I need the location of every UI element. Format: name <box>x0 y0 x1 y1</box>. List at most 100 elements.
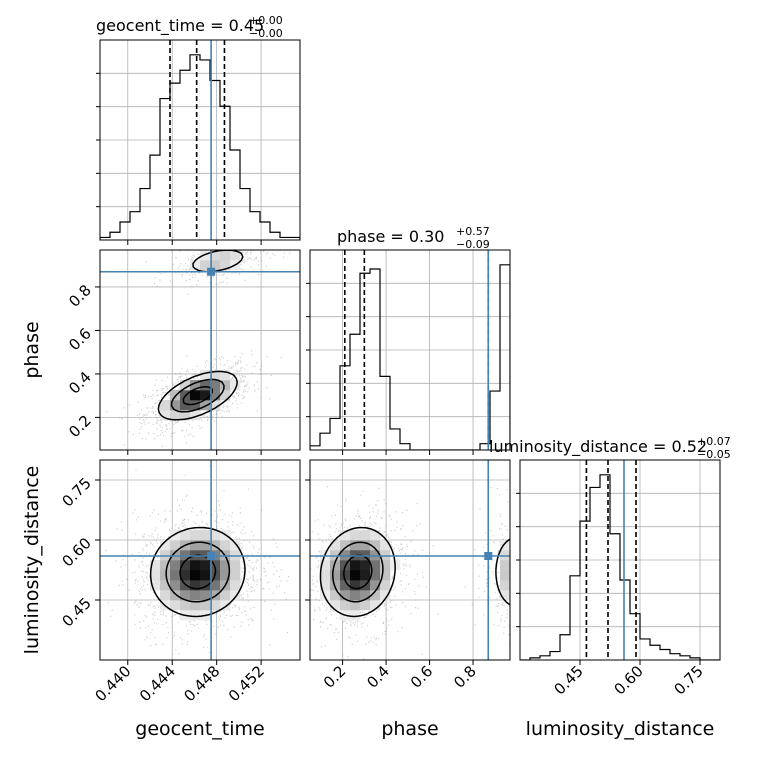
ytick-label-phase: 0.8 <box>65 281 95 311</box>
scatter-panel-phase-vs-luminosity-distance <box>310 460 510 660</box>
density-cell <box>370 570 381 581</box>
density-cell <box>200 590 211 601</box>
density-cell <box>350 580 361 591</box>
density-cell <box>210 370 221 381</box>
frame-scatter <box>99 459 301 661</box>
xtick-label-phase: 0.6 <box>407 662 437 692</box>
density-cell <box>500 590 510 601</box>
density-cell <box>330 540 341 551</box>
density-cell <box>380 540 391 551</box>
density-cell <box>220 560 231 571</box>
density-cell <box>190 610 201 621</box>
density-cell <box>220 600 231 611</box>
density-cell <box>150 570 161 581</box>
density-cell <box>200 400 211 411</box>
density-cell <box>160 550 171 561</box>
density-cell <box>320 580 331 591</box>
density-cell <box>170 590 181 601</box>
ytick-label-luminosity-distance: 0.45 <box>58 594 94 630</box>
scatter-panel-geocent-time-vs-phase <box>100 250 300 450</box>
density-cell <box>210 580 221 591</box>
density-cell <box>190 600 201 611</box>
density-cell <box>210 550 221 561</box>
ytick-label-phase: 0.4 <box>65 368 95 398</box>
density-cell <box>200 570 211 581</box>
density-cell <box>320 590 331 601</box>
title-phase-minus: −0.09 <box>456 238 490 251</box>
hist-step-geocent-time <box>100 54 300 240</box>
density-cell <box>500 570 510 581</box>
density-cell <box>350 570 361 581</box>
density-cell <box>230 540 241 551</box>
ytick-label-luminosity-distance: 0.75 <box>58 474 94 510</box>
density-cell <box>200 390 211 401</box>
density-cell <box>190 590 201 601</box>
density-cell <box>200 260 211 271</box>
density-cell <box>210 540 221 551</box>
density-cell <box>330 550 341 561</box>
density-cell <box>180 600 191 611</box>
title-geocent-time: geocent_time = 0.45 +0.00 −0.00 <box>96 14 283 40</box>
density-cell <box>370 560 381 571</box>
density-cell <box>200 580 211 591</box>
density-cell <box>180 570 191 581</box>
density-cell <box>190 540 201 551</box>
density-cell <box>170 550 181 561</box>
density-cell <box>200 380 211 391</box>
density-cell <box>350 600 361 611</box>
density-cell <box>210 590 221 601</box>
density-cell <box>220 370 231 381</box>
density-cell <box>380 570 391 581</box>
density-cell <box>340 530 351 541</box>
contour-level-1 <box>149 526 246 618</box>
density-cell <box>190 260 201 271</box>
density-cell <box>350 540 361 551</box>
density-cell <box>210 600 221 611</box>
density-cell <box>230 550 241 561</box>
density-cell <box>220 570 231 581</box>
density-cell <box>170 570 181 581</box>
density-cell <box>220 590 231 601</box>
contour-level-1 <box>319 526 510 618</box>
hist-step-luminosity-distance <box>520 474 720 660</box>
density-cell <box>340 600 351 611</box>
xtick-label-phase: 0.2 <box>320 662 350 692</box>
density-cell <box>380 590 391 601</box>
density-cell <box>370 540 381 551</box>
contour-level-2 <box>170 378 225 413</box>
hist-panel-phase <box>310 250 510 450</box>
density-cell <box>150 560 161 571</box>
density-cell <box>320 560 331 571</box>
title-geocent-time-main: geocent_time = 0.45 <box>96 16 264 36</box>
density-cell <box>180 550 191 561</box>
density-cell <box>170 560 181 571</box>
density-cell <box>180 400 191 411</box>
xtick-label-geocent-time: 0.444 <box>136 662 179 705</box>
density-cell <box>190 390 201 401</box>
density-cell <box>180 410 191 421</box>
density-cell <box>230 580 241 591</box>
truth-marker <box>484 552 493 560</box>
contour-level-2 <box>332 541 384 603</box>
density-cell <box>230 250 241 261</box>
density-cell <box>210 400 221 411</box>
density-cell <box>350 590 361 601</box>
density-cell <box>170 400 181 411</box>
density-cell <box>500 580 510 591</box>
density-cell <box>190 400 201 411</box>
title-geocent-time-plus: +0.00 <box>249 14 283 27</box>
density-cell <box>380 550 391 561</box>
title-phase-main: phase = 0.30 <box>337 227 444 246</box>
frame-hist-geocent-time <box>99 39 301 241</box>
density-cell <box>160 400 171 411</box>
xtick-label-luminosity-distance: 0.75 <box>670 662 706 698</box>
density-cell <box>160 570 171 581</box>
title-luminosity-distance-plus: +0.07 <box>697 435 731 448</box>
density-cell <box>370 590 381 601</box>
density-cell <box>360 550 371 561</box>
density-cell <box>160 560 171 571</box>
hist-panel-geocent-time <box>100 40 300 240</box>
density-cell <box>350 560 361 571</box>
density-cell <box>360 590 371 601</box>
density-cell <box>190 380 201 391</box>
